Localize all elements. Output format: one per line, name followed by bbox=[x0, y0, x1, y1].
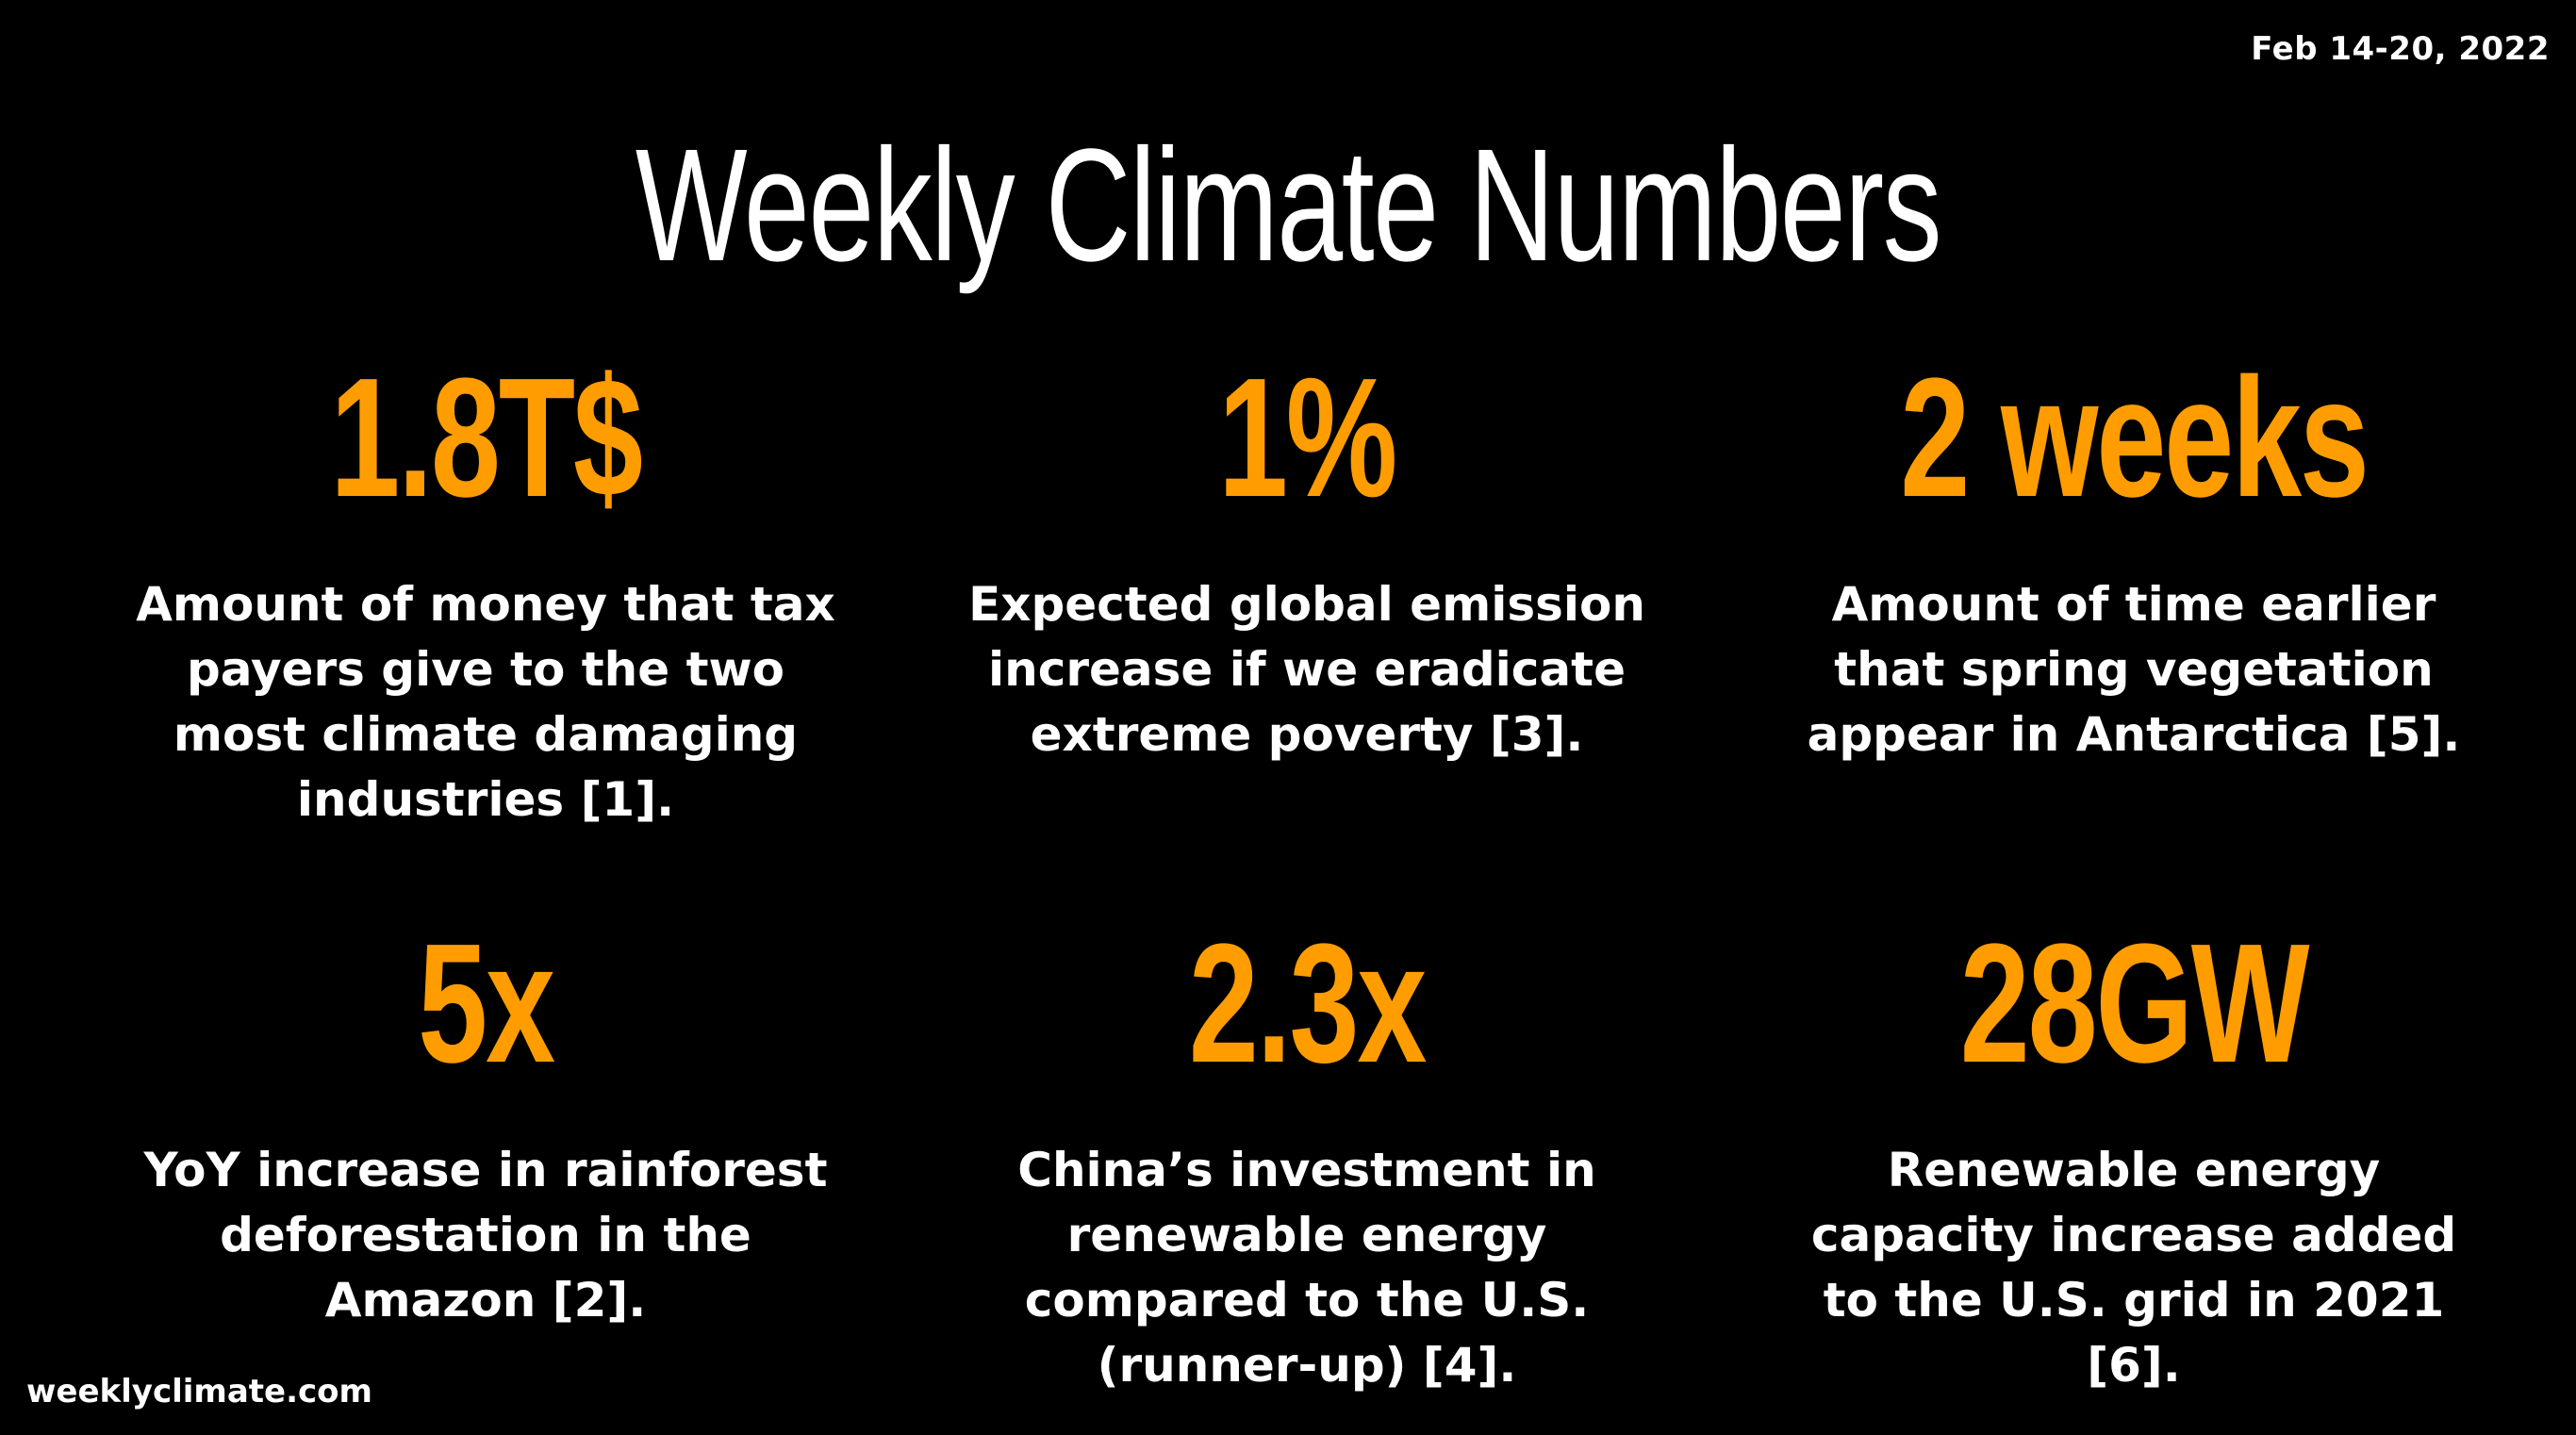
stat-card-emission: 1% Expected global emission increase if … bbox=[920, 354, 1693, 767]
stat-card-renewable: 28GW Renewable energy capacity increase … bbox=[1747, 919, 2520, 1398]
stat-value: 5x bbox=[418, 909, 555, 1098]
stat-value: 1.8T$ bbox=[330, 343, 643, 533]
stat-value: 2.3x bbox=[1188, 909, 1428, 1098]
stat-card-investment: 2.3x China’s investment in renewable ene… bbox=[920, 919, 1693, 1398]
stat-card-money: 1.8T$ Amount of money that tax payers gi… bbox=[99, 354, 872, 833]
footer-site: weeklyclimate.com bbox=[26, 1373, 372, 1410]
stat-description: YoY increase in rainforest deforestation… bbox=[143, 1143, 828, 1328]
stat-value: 28GW bbox=[1959, 909, 2310, 1098]
stat-description: Renewable energy capacity increase added… bbox=[1810, 1143, 2457, 1393]
stat-description: Amount of money that tax payers give to … bbox=[136, 577, 835, 827]
stat-card-deforestation: 5x YoY increase in rainforest deforestat… bbox=[99, 919, 872, 1333]
page-title: Weekly Climate Numbers bbox=[635, 116, 1942, 295]
stat-description: Expected global emission increase if we … bbox=[968, 577, 1645, 762]
date-label: Feb 14-20, 2022 bbox=[2251, 30, 2550, 68]
stat-value: 1% bbox=[1217, 343, 1397, 533]
stat-description: China’s investment in renewable energy c… bbox=[1017, 1143, 1596, 1393]
stat-card-spring: 2 weeks Amount of time earlier that spri… bbox=[1747, 354, 2520, 767]
stat-value: 2 weeks bbox=[1900, 343, 2370, 533]
stat-description: Amount of time earlier that spring veget… bbox=[1807, 577, 2461, 762]
